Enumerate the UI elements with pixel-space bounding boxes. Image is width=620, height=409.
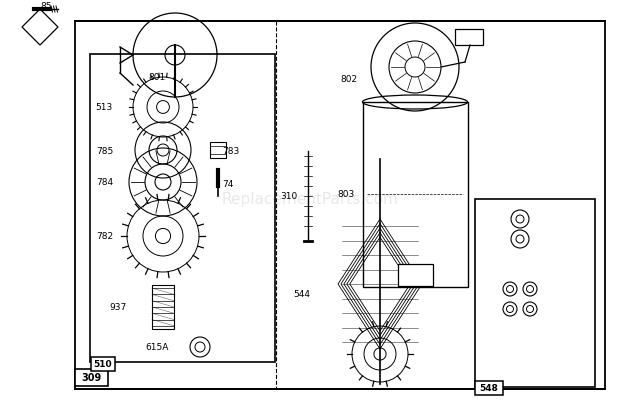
Text: 544: 544 <box>293 290 310 299</box>
Text: 615A: 615A <box>146 343 169 352</box>
Text: 548: 548 <box>479 384 498 393</box>
Bar <box>475 200 595 387</box>
Bar <box>91 357 115 371</box>
Text: 784: 784 <box>96 178 113 187</box>
Text: 513: 513 <box>95 103 113 112</box>
Bar <box>363 103 468 287</box>
Text: 85: 85 <box>40 2 51 11</box>
Text: 937: 937 <box>110 303 127 312</box>
Text: 803: 803 <box>338 190 355 199</box>
Bar <box>475 381 503 395</box>
Text: 74: 74 <box>222 180 233 189</box>
Text: 782: 782 <box>96 232 113 241</box>
Text: 510: 510 <box>94 360 112 369</box>
Text: 309: 309 <box>81 373 102 382</box>
Text: 801: 801 <box>148 73 166 82</box>
Bar <box>75 369 108 386</box>
Text: 785: 785 <box>95 146 113 155</box>
Text: 783: 783 <box>222 146 239 155</box>
Text: 310: 310 <box>281 192 298 201</box>
Bar <box>152 285 174 329</box>
Bar <box>398 264 433 286</box>
Bar <box>210 143 226 159</box>
Text: ReplacementParts.com: ReplacementParts.com <box>221 192 399 207</box>
Bar <box>75 22 605 389</box>
Bar <box>455 30 483 46</box>
Bar <box>90 55 275 362</box>
Text: 802: 802 <box>341 75 358 84</box>
